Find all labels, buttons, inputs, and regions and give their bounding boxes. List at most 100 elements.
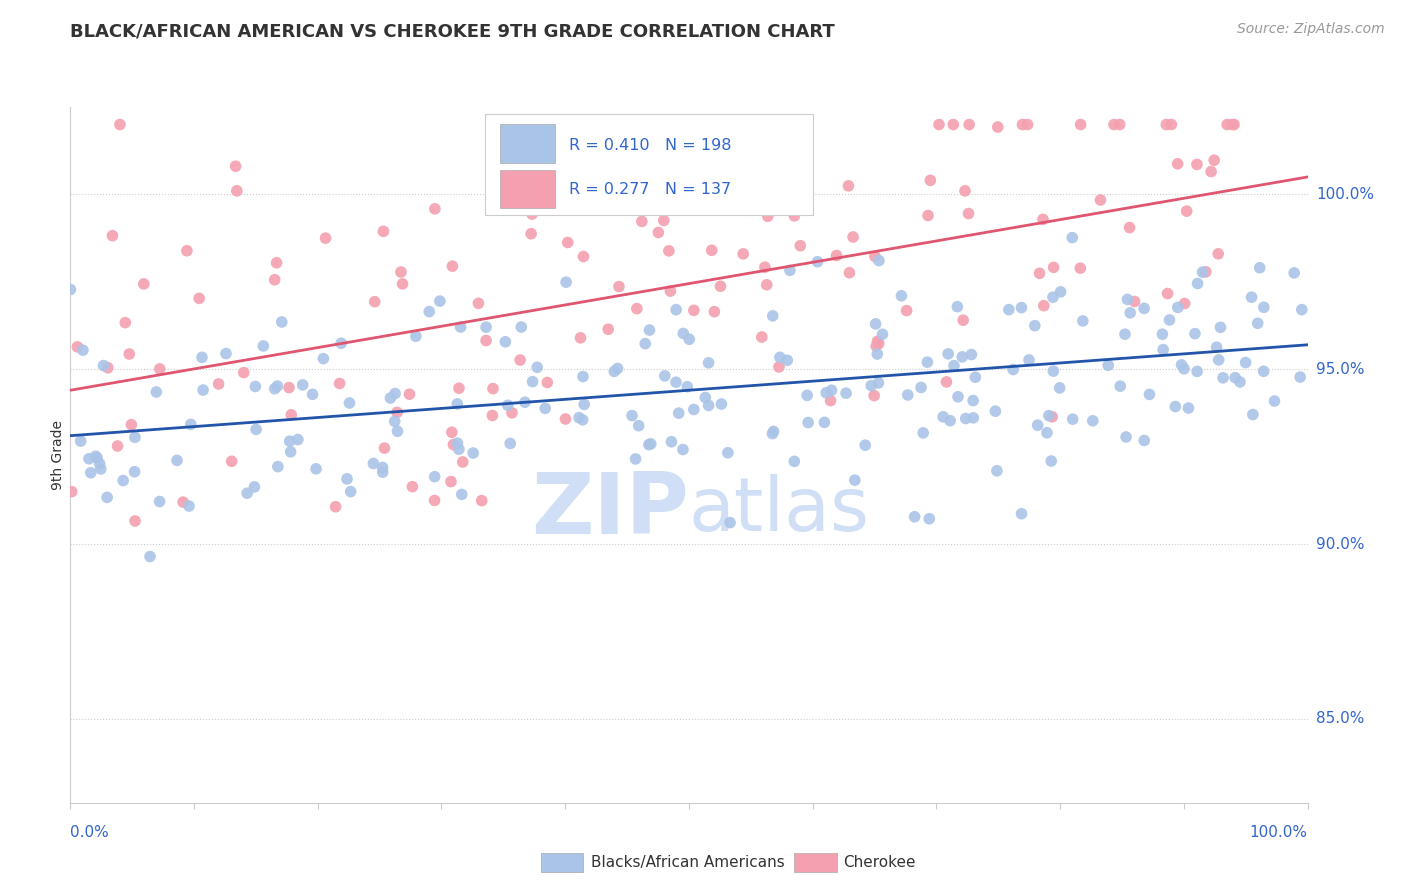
Point — [509, 353, 531, 368]
Point — [1209, 320, 1232, 334]
Point — [631, 214, 654, 228]
Point — [1017, 118, 1039, 132]
Point — [1156, 286, 1178, 301]
Point — [1212, 371, 1234, 385]
Point — [315, 231, 337, 245]
Point — [371, 465, 394, 479]
Point — [176, 244, 198, 258]
Point — [132, 277, 155, 291]
Point — [387, 424, 409, 438]
Point — [263, 382, 285, 396]
Point — [955, 411, 977, 425]
Point — [1291, 302, 1313, 317]
Point — [207, 376, 229, 391]
Point — [917, 209, 939, 223]
Point — [754, 260, 776, 275]
Point — [697, 356, 720, 370]
Point — [751, 330, 773, 344]
Point — [796, 388, 818, 402]
Point — [1223, 118, 1246, 132]
Point — [890, 289, 912, 303]
Point — [637, 437, 659, 451]
Point — [935, 375, 957, 389]
Point — [1018, 353, 1040, 368]
Point — [1187, 277, 1209, 291]
Point — [865, 339, 887, 353]
Point — [107, 439, 129, 453]
Point — [236, 486, 259, 500]
Point — [546, 198, 568, 212]
Point — [423, 493, 446, 508]
Point — [835, 386, 858, 401]
Point — [305, 462, 328, 476]
Point — [769, 203, 792, 218]
Point — [598, 322, 620, 336]
Point — [1216, 118, 1239, 132]
Point — [678, 332, 700, 346]
Point — [1222, 118, 1244, 132]
Point — [373, 441, 395, 455]
Point — [1042, 364, 1064, 378]
Text: BLACK/AFRICAN AMERICAN VS CHEROKEE 9TH GRADE CORRELATION CHART: BLACK/AFRICAN AMERICAN VS CHEROKEE 9TH G… — [70, 22, 835, 40]
Point — [329, 376, 352, 391]
Point — [638, 323, 661, 337]
Point — [124, 465, 146, 479]
Point — [112, 474, 135, 488]
Point — [797, 416, 820, 430]
Point — [825, 248, 848, 262]
Point — [97, 360, 120, 375]
Point — [398, 387, 420, 401]
Point — [910, 380, 932, 394]
Point — [90, 462, 112, 476]
Point — [647, 226, 669, 240]
Point — [789, 238, 811, 252]
Point — [149, 494, 172, 508]
Point — [312, 351, 335, 366]
Point — [654, 368, 676, 383]
Text: Blacks/African Americans: Blacks/African Americans — [591, 855, 785, 870]
Point — [957, 118, 980, 132]
Text: ZIP: ZIP — [531, 469, 689, 552]
Point — [1011, 118, 1033, 132]
Point — [510, 320, 533, 334]
Point — [441, 437, 464, 451]
Text: 100.0%: 100.0% — [1316, 187, 1374, 202]
Point — [475, 334, 498, 348]
Point — [463, 446, 485, 460]
Point — [1191, 265, 1213, 279]
Point — [868, 376, 890, 390]
Point — [1090, 193, 1112, 207]
Point — [232, 366, 254, 380]
Point — [1289, 370, 1312, 384]
Point — [942, 118, 965, 132]
Point — [450, 320, 472, 334]
Point — [1049, 381, 1071, 395]
Point — [987, 120, 1010, 134]
Point — [401, 480, 423, 494]
Point — [215, 346, 238, 360]
Point — [266, 379, 288, 393]
Point — [868, 336, 890, 351]
Point — [339, 484, 361, 499]
Point — [499, 436, 522, 450]
Point — [481, 409, 503, 423]
Point — [672, 442, 695, 457]
Point — [364, 294, 387, 309]
Point — [101, 228, 124, 243]
Point — [84, 449, 107, 463]
Point — [1133, 434, 1156, 448]
Point — [932, 409, 955, 424]
Point — [1071, 314, 1094, 328]
Point — [1199, 164, 1222, 178]
Point — [536, 376, 558, 390]
Point — [1170, 358, 1192, 372]
Point — [1177, 401, 1199, 415]
Point — [1102, 118, 1125, 132]
Point — [245, 379, 267, 393]
Point — [820, 393, 842, 408]
Point — [389, 265, 412, 279]
Point — [953, 184, 976, 198]
Point — [336, 472, 359, 486]
Point — [928, 118, 950, 132]
Point — [626, 301, 648, 316]
